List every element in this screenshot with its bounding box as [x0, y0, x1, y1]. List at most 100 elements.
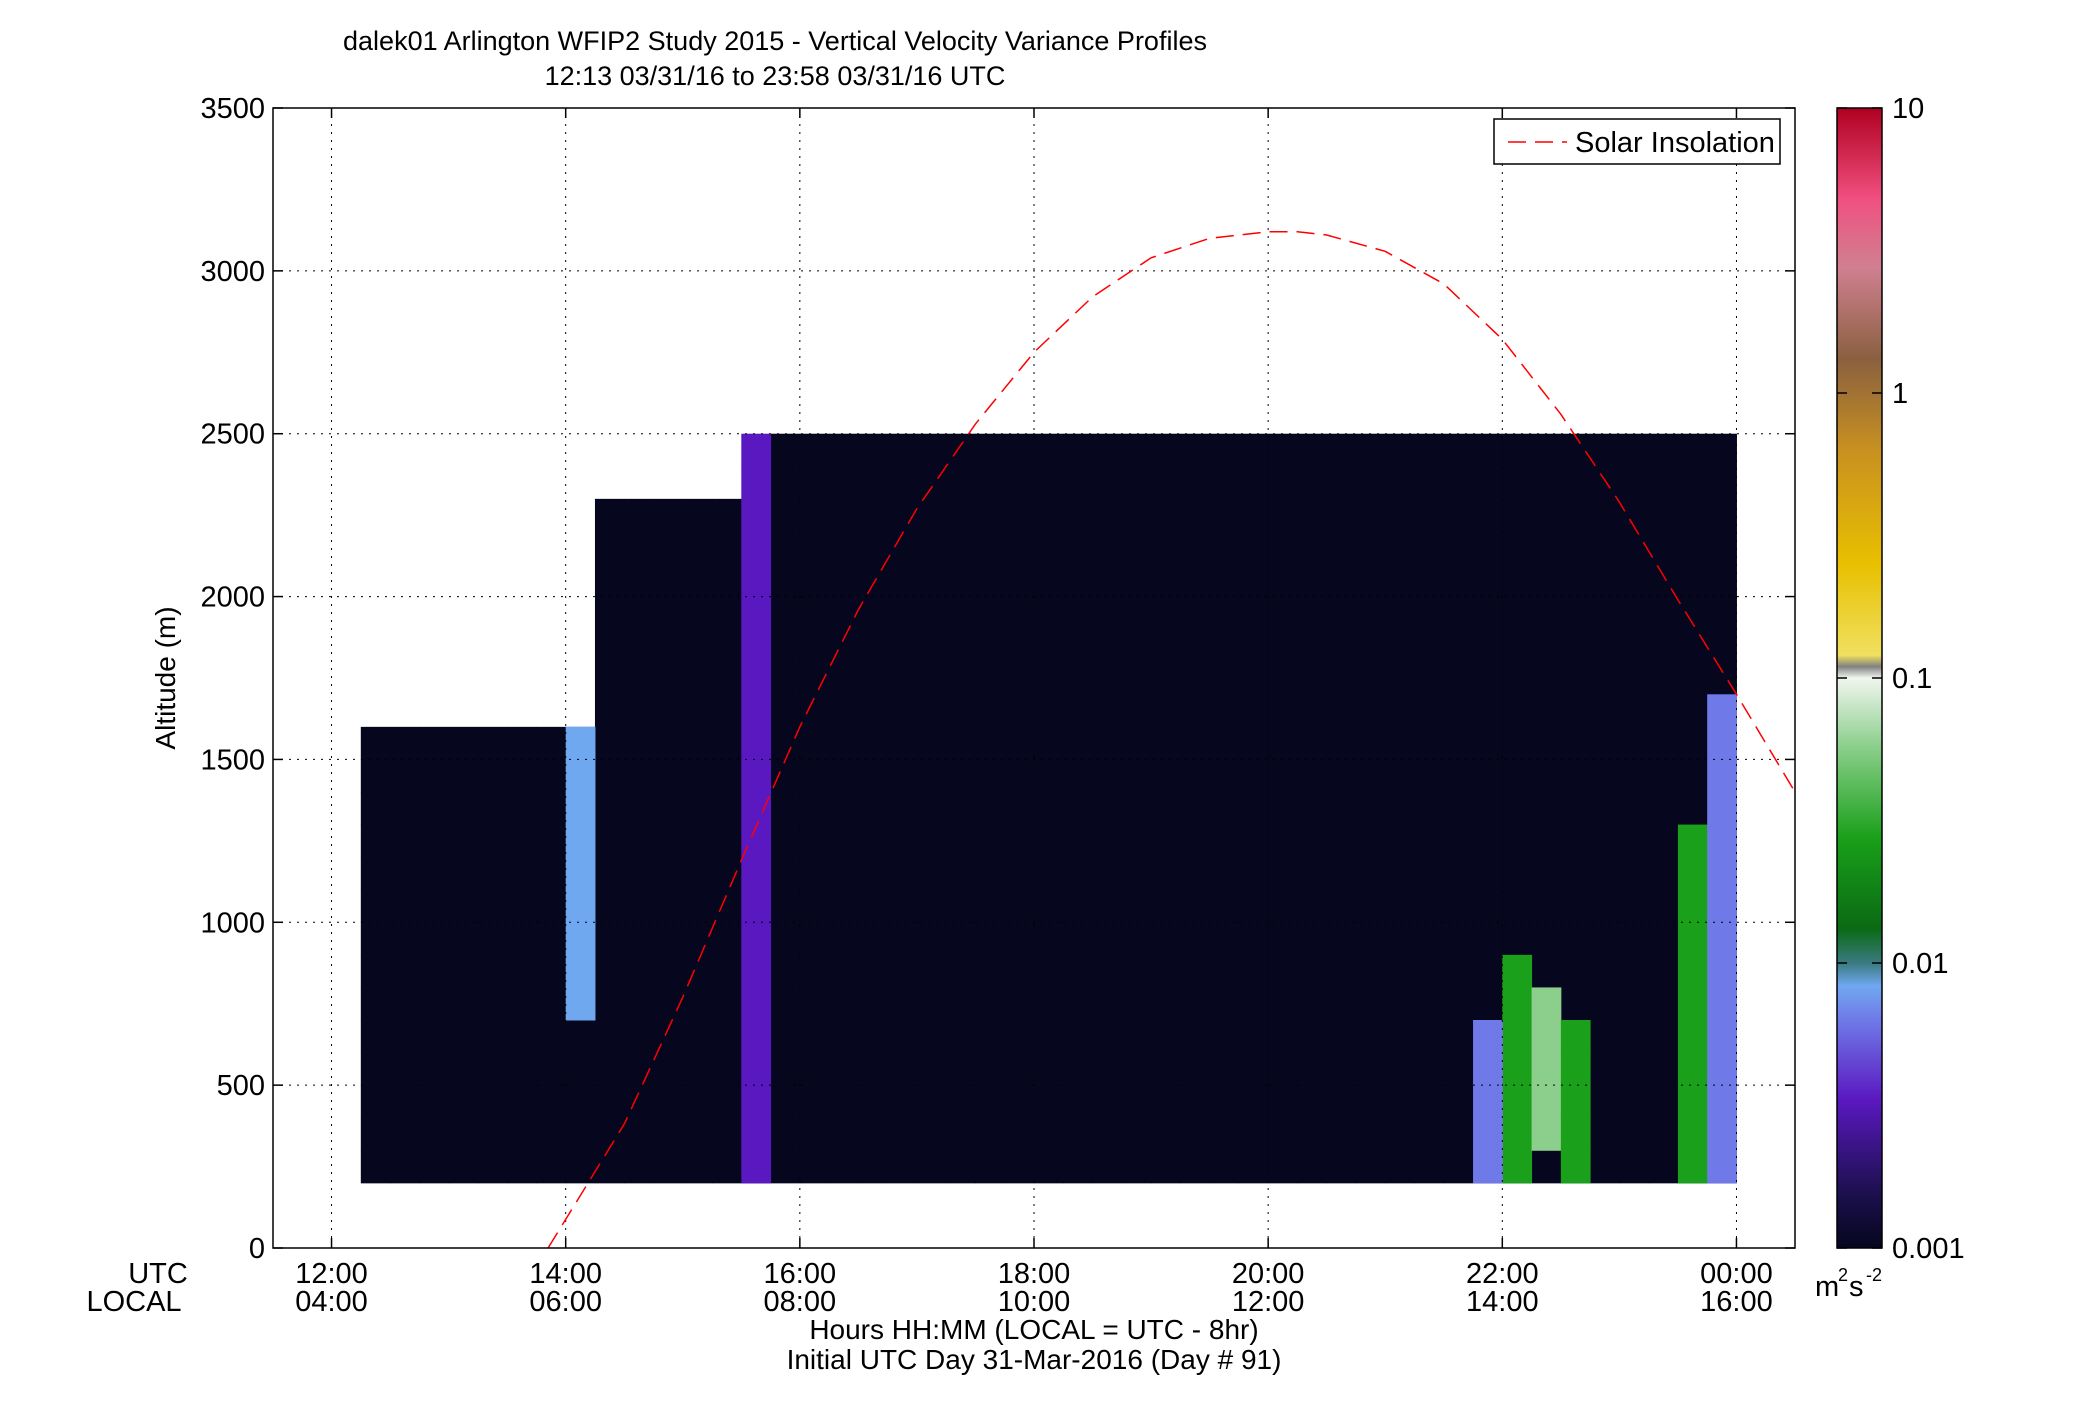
heatmap-cell [1619, 824, 1650, 858]
heatmap-cell [1677, 564, 1708, 598]
heatmap-cell [1180, 1085, 1211, 1119]
heatmap-cell [536, 1020, 567, 1054]
heatmap-cell [594, 1020, 625, 1054]
heatmap-cell [799, 531, 830, 565]
heatmap-cell [682, 1150, 713, 1184]
heatmap-cell [1385, 1020, 1415, 1054]
heatmap-cell [682, 857, 713, 891]
heatmap-cell [1238, 433, 1269, 467]
heatmap-cell [1443, 466, 1474, 500]
heatmap-cell [1502, 596, 1533, 630]
heatmap-cell [1707, 1117, 1737, 1151]
heatmap-cell [419, 922, 450, 956]
heatmap-cell [448, 759, 479, 793]
heatmap-cell [741, 629, 772, 663]
heatmap-cell [536, 1117, 567, 1151]
heatmap-cell [1443, 922, 1474, 956]
heatmap-cell [1297, 498, 1328, 532]
heatmap-cell [1004, 987, 1035, 1021]
heatmap-cell [507, 824, 537, 858]
heatmap-cell [1473, 759, 1503, 793]
heatmap-cell [887, 629, 918, 663]
heatmap-cell [653, 792, 684, 826]
heatmap-cell [1677, 792, 1708, 826]
heatmap-cell [1648, 629, 1679, 663]
heatmap-cell [1619, 889, 1650, 923]
heatmap-cell [1326, 531, 1357, 565]
heatmap-cell [1092, 661, 1123, 695]
y-tick-label: 0 [249, 1233, 265, 1265]
heatmap-cell [1004, 661, 1035, 695]
heatmap-cell [448, 857, 479, 891]
heatmap-cell [1677, 1020, 1708, 1054]
heatmap-cell [1560, 792, 1591, 826]
heatmap-cell [712, 498, 742, 532]
heatmap-cell [1560, 922, 1591, 956]
heatmap-cell [565, 1085, 596, 1119]
heatmap-cell [1326, 954, 1357, 988]
heatmap-cell [1297, 1020, 1328, 1054]
heatmap-cell [419, 954, 450, 988]
heatmap-cell [858, 922, 889, 956]
heatmap-cell [594, 1117, 625, 1151]
heatmap-cell [1677, 433, 1708, 467]
heatmap-cell [1590, 564, 1620, 598]
heatmap-cell [770, 596, 801, 630]
heatmap-cell [1590, 466, 1620, 500]
heatmap-cell [536, 857, 567, 891]
heatmap-cell [829, 498, 859, 532]
heatmap-cell [477, 726, 508, 760]
heatmap-cell [1151, 564, 1181, 598]
heatmap-cell [1385, 629, 1415, 663]
heatmap-cell [1443, 987, 1474, 1021]
heatmap-cell [1326, 433, 1357, 467]
heatmap-cell [1268, 889, 1298, 923]
heatmap-cell [390, 987, 420, 1021]
heatmap-cell [1590, 792, 1620, 826]
legend: Solar Insolation [1493, 118, 1781, 165]
heatmap-cell [624, 694, 654, 728]
heatmap-cell [1326, 987, 1357, 1021]
heatmap-cell [946, 987, 976, 1021]
heatmap-cell [741, 987, 772, 1021]
heatmap-cell [1590, 694, 1620, 728]
heatmap-cell [1414, 466, 1445, 500]
heatmap-cell [1297, 1117, 1328, 1151]
heatmap-cell [653, 824, 684, 858]
heatmap-cell [1355, 1150, 1386, 1184]
heatmap-cell [770, 889, 801, 923]
heatmap-cell [653, 531, 684, 565]
heatmap-cell [1121, 759, 1152, 793]
heatmap-cell [741, 1020, 772, 1054]
heatmap-cell [594, 629, 625, 663]
heatmap-cell [946, 661, 976, 695]
heatmap-cell [1619, 433, 1650, 467]
heatmap-cell [1355, 564, 1386, 598]
heatmap-cell [594, 694, 625, 728]
heatmap-cell [1121, 694, 1152, 728]
x-tick-label-local: 14:00 [1466, 1286, 1539, 1318]
heatmap-cell [507, 922, 537, 956]
heatmap-cell [712, 1052, 742, 1086]
heatmap-cell [536, 1085, 567, 1119]
heatmap-cell [653, 1085, 684, 1119]
heatmap-cell [682, 694, 713, 728]
heatmap-cell [1619, 1150, 1650, 1184]
heatmap-cell [1209, 1020, 1240, 1054]
heatmap-cell [741, 922, 772, 956]
heatmap-cell [1590, 498, 1620, 532]
heatmap-cell [1004, 792, 1035, 826]
heatmap-cell [1034, 531, 1064, 565]
heatmap-cell [1151, 1020, 1181, 1054]
heatmap-cell [799, 987, 830, 1021]
heatmap-cell [1151, 1117, 1181, 1151]
heatmap-cell [1268, 498, 1298, 532]
heatmap-cell [1297, 726, 1328, 760]
heatmap-cell [1151, 629, 1181, 663]
heatmap-cell [1443, 564, 1474, 598]
heatmap-cell [1414, 922, 1445, 956]
heatmap-cell [799, 1020, 830, 1054]
heatmap-cell [536, 987, 567, 1021]
heatmap-cell [1034, 1085, 1064, 1119]
heatmap-cell [390, 1085, 420, 1119]
